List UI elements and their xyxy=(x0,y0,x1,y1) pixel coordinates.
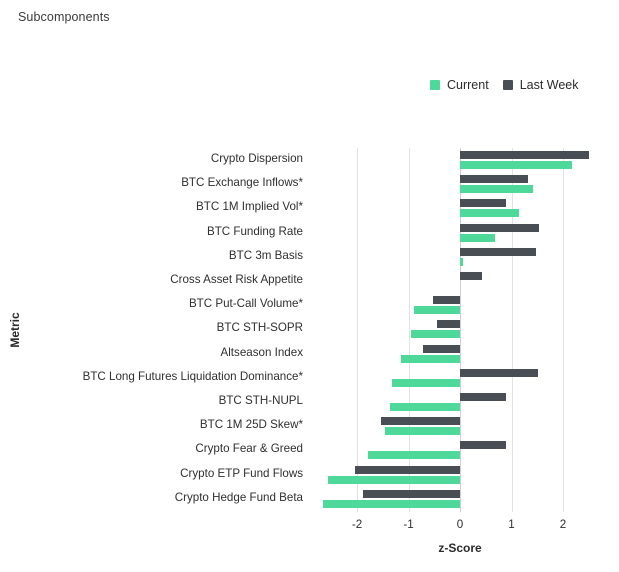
bar-current[interactable] xyxy=(384,427,460,436)
legend-swatch-last-week-icon xyxy=(502,80,513,90)
bar-current[interactable] xyxy=(414,306,460,315)
bar-current[interactable] xyxy=(460,257,464,266)
bar-row[interactable]: BTC 3m Basis xyxy=(0,247,619,270)
bar-current[interactable] xyxy=(392,378,460,387)
category-label-wrap: BTC Long Futures Liquidation Dominance* xyxy=(0,368,303,391)
bar-last-week[interactable] xyxy=(460,223,539,232)
category-label: Cross Asset Risk Appetite xyxy=(170,273,303,286)
zero-axis-line xyxy=(460,148,461,512)
category-label-wrap: BTC STH-SOPR xyxy=(0,319,303,342)
bar-row[interactable]: BTC Funding Rate xyxy=(0,223,619,246)
x-tick-label: -1 xyxy=(403,518,414,531)
category-label-wrap: Crypto ETP Fund Flows xyxy=(0,465,303,488)
x-axis-label: z-Score xyxy=(438,541,482,555)
category-label-wrap: BTC Put-Call Volume* xyxy=(0,295,303,318)
category-label: BTC 1M 25D Skew* xyxy=(199,418,303,432)
category-label: Crypto Dispersion xyxy=(210,152,303,165)
bar-last-week[interactable] xyxy=(460,393,506,401)
gridline xyxy=(563,148,564,512)
category-label: Crypto Hedge Fund Beta xyxy=(174,490,303,504)
bar-row[interactable]: BTC 1M Implied Vol* xyxy=(0,198,619,221)
legend-label-current: Current xyxy=(447,78,489,92)
category-label: Crypto Fear & Greed xyxy=(195,442,303,456)
bar-row[interactable]: BTC STH-SOPR xyxy=(0,319,619,342)
bar-last-week[interactable] xyxy=(460,151,589,159)
bar-current[interactable] xyxy=(367,451,460,460)
page-title: Subcomponents xyxy=(18,10,110,24)
bar-current[interactable] xyxy=(460,233,496,242)
category-label-wrap: Crypto Fear & Greed xyxy=(0,440,303,463)
bar-last-week[interactable] xyxy=(423,344,460,353)
category-label: Crypto ETP Fund Flows xyxy=(180,466,303,480)
bar-current[interactable] xyxy=(328,475,460,484)
category-label: BTC 3m Basis xyxy=(228,248,303,262)
bar-last-week[interactable] xyxy=(460,199,506,208)
bar-last-week[interactable] xyxy=(460,272,483,280)
category-label: BTC Long Futures Liquidation Dominance* xyxy=(82,369,303,383)
bar-last-week[interactable] xyxy=(460,175,528,184)
category-label: BTC STH-SOPR xyxy=(216,321,303,335)
category-label: BTC Exchange Inflows* xyxy=(181,176,303,190)
bar-row[interactable]: Crypto Dispersion xyxy=(0,150,619,173)
legend-item-current[interactable]: Current xyxy=(430,78,489,92)
category-label-wrap: BTC Exchange Inflows* xyxy=(0,174,303,197)
bar-row[interactable]: Crypto ETP Fund Flows xyxy=(0,465,619,488)
bar-current[interactable] xyxy=(460,185,534,194)
gridline xyxy=(511,148,513,512)
bar-current[interactable] xyxy=(460,209,520,218)
category-label: Altseason Index xyxy=(220,345,304,359)
bar-current[interactable] xyxy=(323,499,460,508)
bar-row[interactable]: BTC Long Futures Liquidation Dominance* xyxy=(0,368,619,391)
bar-last-week[interactable] xyxy=(380,417,460,426)
bar-last-week[interactable] xyxy=(460,368,538,377)
legend-label-last-week: Last Week xyxy=(519,78,579,92)
x-tick-label: 1 xyxy=(508,518,515,531)
category-label-wrap: Altseason Index xyxy=(0,344,304,367)
bar-last-week[interactable] xyxy=(354,465,460,474)
gridline xyxy=(408,148,410,512)
bar-row[interactable]: Altseason Index xyxy=(0,344,619,367)
bar-row[interactable]: BTC Exchange Inflows* xyxy=(0,174,619,197)
bar-last-week[interactable] xyxy=(433,296,460,305)
bar-last-week[interactable] xyxy=(460,441,506,450)
x-tick-label: -2 xyxy=(351,518,363,531)
category-label-wrap: Cross Asset Risk Appetite xyxy=(0,271,303,294)
chart-legend: Current Last Week xyxy=(430,78,579,92)
bar-last-week[interactable] xyxy=(363,489,460,498)
x-tick-label: 2 xyxy=(559,518,567,531)
bar-current[interactable] xyxy=(389,403,460,411)
category-label-wrap: BTC 1M 25D Skew* xyxy=(0,416,303,439)
bar-current[interactable] xyxy=(460,161,572,169)
category-label-wrap: BTC 3m Basis xyxy=(0,247,303,270)
bar-row[interactable]: BTC Put-Call Volume* xyxy=(0,295,619,318)
category-label: BTC Funding Rate xyxy=(206,224,303,238)
category-label-wrap: BTC STH-NUPL xyxy=(0,392,303,415)
y-axis-label: Metric xyxy=(8,312,22,348)
category-label-wrap: BTC 1M Implied Vol* xyxy=(0,198,303,221)
legend-swatch-current-icon xyxy=(430,80,440,90)
bar-last-week[interactable] xyxy=(436,320,460,329)
category-label: BTC 1M Implied Vol* xyxy=(196,200,303,214)
category-label-wrap: Crypto Hedge Fund Beta xyxy=(0,489,303,512)
bar-last-week[interactable] xyxy=(460,247,536,256)
category-label-wrap: BTC Funding Rate xyxy=(0,223,303,246)
category-label: BTC STH-NUPL xyxy=(218,394,303,407)
bar-row[interactable]: Cross Asset Risk Appetite xyxy=(0,271,619,294)
category-label: BTC Put-Call Volume* xyxy=(188,297,303,311)
bar-row[interactable]: Crypto Fear & Greed xyxy=(0,440,619,463)
category-label-wrap: Crypto Dispersion xyxy=(0,150,303,173)
gridline xyxy=(357,148,358,512)
bar-row[interactable]: BTC 1M 25D Skew* xyxy=(0,416,619,439)
bar-current[interactable] xyxy=(411,330,460,339)
bar-current[interactable] xyxy=(400,354,460,363)
x-tick-label: 0 xyxy=(456,518,464,531)
bar-row[interactable]: Crypto Hedge Fund Beta xyxy=(0,489,619,512)
bar-row[interactable]: BTC STH-NUPL xyxy=(0,392,619,415)
legend-item-last-week[interactable]: Last Week xyxy=(502,78,579,92)
